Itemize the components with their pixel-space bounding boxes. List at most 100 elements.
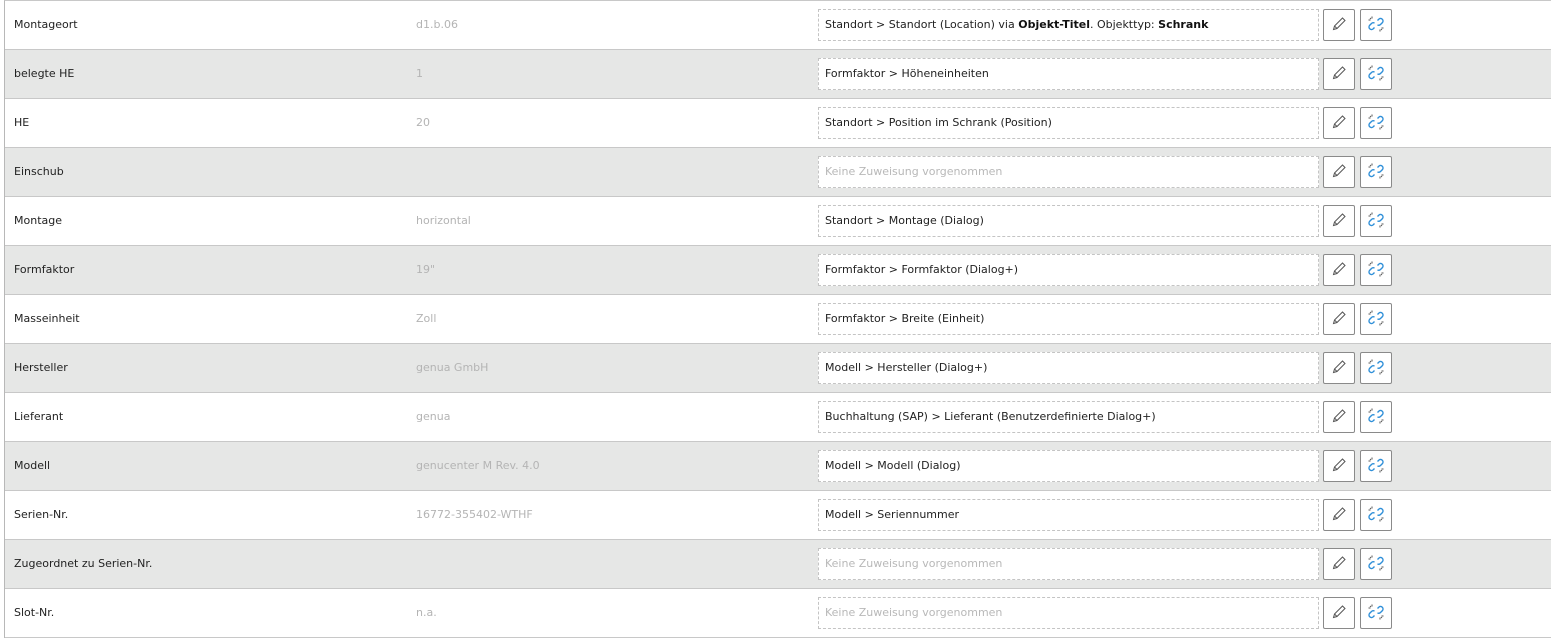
- remove-mapping-button[interactable]: [1360, 58, 1392, 90]
- attribute-label: HE: [14, 116, 30, 129]
- edit-mapping-button[interactable]: [1323, 352, 1355, 384]
- remove-mapping-button[interactable]: [1360, 352, 1392, 384]
- edit-mapping-button[interactable]: [1323, 401, 1355, 433]
- edit-mapping-button[interactable]: [1323, 450, 1355, 482]
- unlink-icon: [1367, 162, 1385, 183]
- edit-mapping-button[interactable]: [1323, 205, 1355, 237]
- table-row: Zugeordnet zu Serien-Nr. Keine Zuweisung …: [5, 540, 1551, 589]
- mapping-field[interactable]: Standort > Position im Schrank (Position…: [818, 107, 1319, 139]
- unlink-icon: [1367, 15, 1385, 36]
- remove-mapping-button[interactable]: [1360, 548, 1392, 580]
- edit-mapping-button[interactable]: [1323, 9, 1355, 41]
- remove-mapping-button[interactable]: [1360, 156, 1392, 188]
- mapping-empty-text: Keine Zuweisung vorgenommen: [825, 165, 1003, 178]
- remove-mapping-button[interactable]: [1360, 303, 1392, 335]
- remove-mapping-button[interactable]: [1360, 450, 1392, 482]
- attribute-value: genua: [416, 410, 451, 423]
- pencil-icon: [1331, 212, 1347, 231]
- pencil-icon: [1331, 163, 1347, 182]
- attribute-label: Serien-Nr.: [14, 508, 69, 521]
- table-row: Masseinheit Zoll Formfaktor > Breite (Einh…: [5, 295, 1551, 344]
- remove-mapping-button[interactable]: [1360, 597, 1392, 629]
- pencil-icon: [1331, 261, 1347, 280]
- pencil-icon: [1331, 114, 1347, 133]
- mapping-part: Standort > Montage (Dialog): [825, 214, 984, 227]
- mapping-field[interactable]: Formfaktor > Breite (Einheit): [818, 303, 1319, 335]
- attribute-value: n.a.: [416, 606, 437, 619]
- edit-mapping-button[interactable]: [1323, 254, 1355, 286]
- unlink-icon: [1367, 260, 1385, 281]
- attribute-label: Montageort: [14, 18, 78, 31]
- unlink-icon: [1367, 603, 1385, 624]
- mapping-part: Modell > Modell (Dialog): [825, 459, 961, 472]
- mapping-field[interactable]: Modell > Hersteller (Dialog+): [818, 352, 1319, 384]
- attribute-value: genua GmbH: [416, 361, 489, 374]
- attribute-label: Slot-Nr.: [14, 606, 55, 619]
- pencil-icon: [1331, 457, 1347, 476]
- attribute-value: genucenter M Rev. 4.0: [416, 459, 540, 472]
- mapping-field[interactable]: Standort > Montage (Dialog): [818, 205, 1319, 237]
- edit-mapping-button[interactable]: [1323, 548, 1355, 580]
- remove-mapping-button[interactable]: [1360, 205, 1392, 237]
- remove-mapping-button[interactable]: [1360, 401, 1392, 433]
- attribute-label: Lieferant: [14, 410, 64, 423]
- pencil-icon: [1331, 16, 1347, 35]
- unlink-icon: [1367, 554, 1385, 575]
- mapping-part: Modell > Seriennummer: [825, 508, 960, 521]
- attribute-value: 19": [416, 263, 436, 276]
- mapping-empty-text: Keine Zuweisung vorgenommen: [825, 557, 1003, 570]
- mapping-field[interactable]: Standort > Standort (Location) via Objek…: [818, 9, 1319, 41]
- unlink-icon: [1367, 309, 1385, 330]
- unlink-icon: [1367, 505, 1385, 526]
- attribute-value: horizontal: [416, 214, 471, 227]
- mapping-field[interactable]: Keine Zuweisung vorgenommen: [818, 597, 1319, 629]
- mapping-field[interactable]: Formfaktor > Höheneinheiten: [818, 58, 1319, 90]
- table-row: Serien-Nr. 16772-355402-WTHF Modell > Seri…: [5, 491, 1551, 540]
- mapping-part: Buchhaltung (SAP) > Lieferant (Benutzerd…: [825, 410, 1156, 423]
- mapping-part: Formfaktor > Höheneinheiten: [825, 67, 989, 80]
- table-row: Formfaktor 19" Formfaktor > Formfaktor (Di…: [5, 246, 1551, 295]
- mapping-part: Formfaktor > Breite (Einheit): [825, 312, 985, 325]
- table-row: Slot-Nr. n.a. Keine Zuweisung vorgenommen: [5, 589, 1551, 638]
- unlink-icon: [1367, 113, 1385, 134]
- mapping-table: Montageort d1.b.06 Standort > Standort (Lo…: [4, 0, 1551, 638]
- edit-mapping-button[interactable]: [1323, 597, 1355, 629]
- table-row: Hersteller genua GmbH Modell > Hersteller …: [5, 344, 1551, 393]
- attribute-value: 16772-355402-WTHF: [416, 508, 533, 521]
- remove-mapping-button[interactable]: [1360, 9, 1392, 41]
- edit-mapping-button[interactable]: [1323, 107, 1355, 139]
- mapping-part: Modell > Hersteller (Dialog+): [825, 361, 988, 374]
- pencil-icon: [1331, 506, 1347, 525]
- pencil-icon: [1331, 65, 1347, 84]
- mapping-part: Standort > Position im Schrank (Position…: [825, 116, 1052, 129]
- edit-mapping-button[interactable]: [1323, 156, 1355, 188]
- edit-mapping-button[interactable]: [1323, 58, 1355, 90]
- mapping-field[interactable]: Keine Zuweisung vorgenommen: [818, 548, 1319, 580]
- edit-mapping-button[interactable]: [1323, 499, 1355, 531]
- edit-mapping-button[interactable]: [1323, 303, 1355, 335]
- mapping-field[interactable]: Keine Zuweisung vorgenommen: [818, 156, 1319, 188]
- attribute-label: belegte HE: [14, 67, 75, 80]
- attribute-label: Einschub: [14, 165, 64, 178]
- attribute-label: Formfaktor: [14, 263, 75, 276]
- remove-mapping-button[interactable]: [1360, 499, 1392, 531]
- mapping-part: Formfaktor > Formfaktor (Dialog+): [825, 263, 1019, 276]
- attribute-value: 20: [416, 116, 430, 129]
- attribute-label: Hersteller: [14, 361, 68, 374]
- table-row: Montageort d1.b.06 Standort > Standort (Lo…: [5, 1, 1551, 50]
- table-row: Modell genucenter M Rev. 4.0 Modell > Mode…: [5, 442, 1551, 491]
- remove-mapping-button[interactable]: [1360, 254, 1392, 286]
- attribute-value: 1: [416, 67, 423, 80]
- table-row: Lieferant genua Buchhaltung (SAP) > Liefer…: [5, 393, 1551, 442]
- remove-mapping-button[interactable]: [1360, 107, 1392, 139]
- table-row: belegte HE 1 Formfaktor > Höheneinheiten: [5, 50, 1551, 99]
- mapping-field[interactable]: Modell > Modell (Dialog): [818, 450, 1319, 482]
- attribute-label: Modell: [14, 459, 51, 472]
- table-row: Montage horizontal Standort > Montage (Dia…: [5, 197, 1551, 246]
- mapping-field[interactable]: Formfaktor > Formfaktor (Dialog+): [818, 254, 1319, 286]
- mapping-part: Standort > Standort (Location) via: [825, 18, 1019, 31]
- mapping-field[interactable]: Buchhaltung (SAP) > Lieferant (Benutzerd…: [818, 401, 1319, 433]
- mapping-field[interactable]: Modell > Seriennummer: [818, 499, 1319, 531]
- attribute-label: Montage: [14, 214, 62, 227]
- unlink-icon: [1367, 407, 1385, 428]
